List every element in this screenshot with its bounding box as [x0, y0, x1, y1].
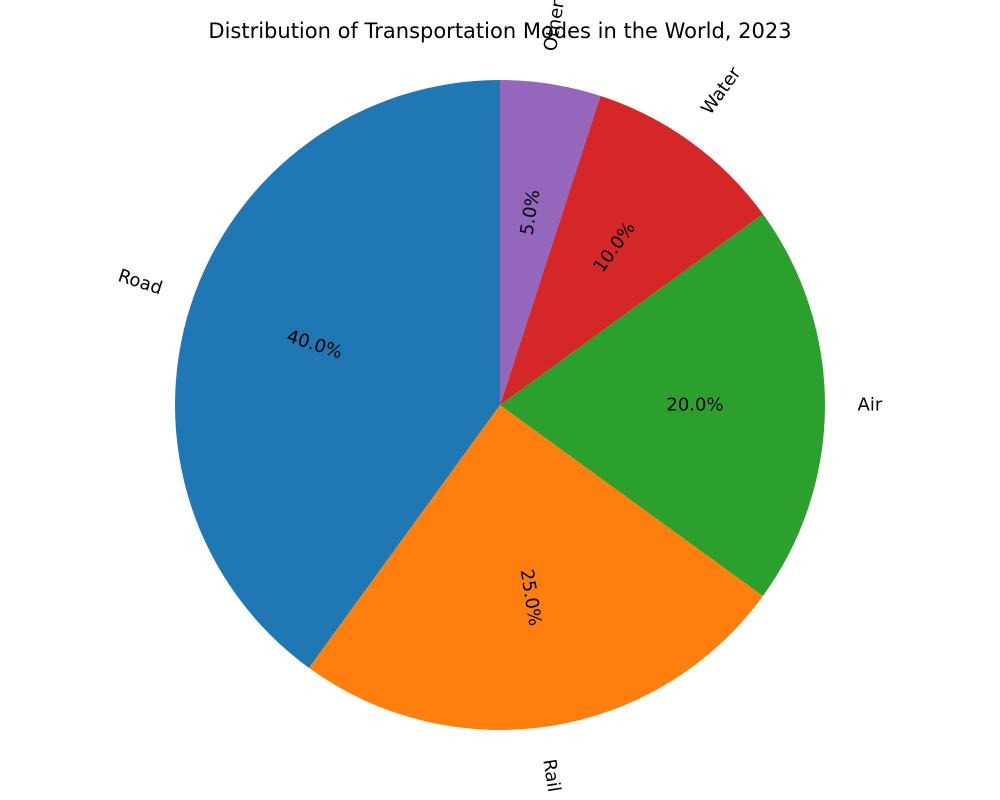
- pct-label-air: 20.0%: [666, 395, 723, 416]
- pie-slices: [174, 80, 826, 730]
- slice-air: [500, 213, 826, 597]
- slice-label-road: Road: [115, 265, 164, 299]
- chart-title: Distribution of Transportation Modes in …: [208, 19, 791, 43]
- slice-label-air: Air: [858, 395, 883, 416]
- slice-label-water: Water: [697, 63, 746, 119]
- slice-label-rail: Rail: [538, 758, 564, 794]
- slice-other: [500, 80, 601, 405]
- slice-water: [500, 95, 763, 406]
- slice-label-other: Other: [540, 0, 569, 53]
- slice-road: [174, 80, 500, 668]
- slice-rail: [308, 405, 763, 730]
